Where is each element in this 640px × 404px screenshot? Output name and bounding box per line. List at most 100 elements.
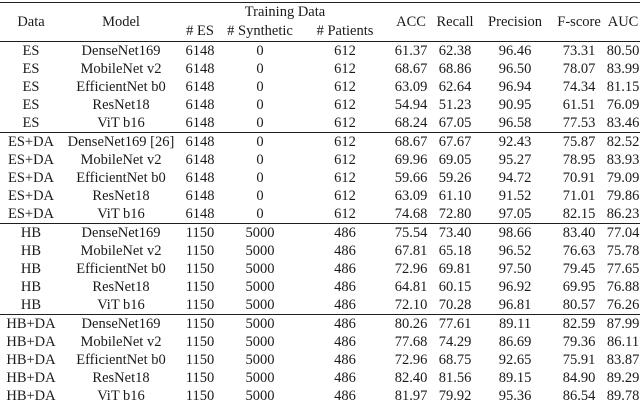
cell-data: HB — [20, 297, 42, 313]
cell-auc: 83.46 — [606, 115, 640, 131]
cell-num_patients: 612 — [334, 61, 356, 77]
table-row: ES EfficientNet b0 6148 0 612 63.09 62.64 96.94… — [0, 78, 640, 96]
cell-model: DenseNet169 — [81, 225, 161, 241]
cell-acc: 63.09 — [394, 188, 428, 204]
cell-precision: 98.66 — [498, 225, 532, 241]
cell-acc: 80.26 — [394, 316, 428, 332]
table-row: ES+DA ViT b16 6148 0 612 74.68 72.80 97.05 82.15… — [0, 205, 640, 224]
cell-num_synthetic: 5000 — [245, 279, 275, 295]
cell-precision: 95.27 — [498, 152, 532, 168]
cell-recall: 65.18 — [438, 243, 472, 259]
cell-acc: 82.40 — [394, 370, 428, 386]
cell-num_patients: 486 — [334, 279, 356, 295]
cell-num_synthetic: 5000 — [245, 297, 275, 313]
cell-acc: 72.10 — [394, 297, 428, 313]
cell-num_patients: 612 — [334, 188, 356, 204]
cell-auc: 89.29 — [606, 370, 640, 386]
cell-fscore: 80.57 — [562, 297, 596, 313]
cell-auc: 76.09 — [606, 97, 640, 113]
cell-data: ES — [22, 61, 40, 77]
cell-num_synthetic: 0 — [256, 97, 264, 113]
cell-num_es: 6148 — [185, 206, 215, 222]
cell-model: ResNet18 — [92, 370, 150, 386]
cell-recall: 61.10 — [438, 188, 472, 204]
cell-num_patients: 612 — [334, 43, 356, 59]
cell-num_es: 6148 — [185, 79, 215, 95]
cell-num_es: 1150 — [185, 388, 215, 404]
cell-num_synthetic: 5000 — [245, 225, 275, 241]
cell-num_patients: 486 — [334, 334, 356, 350]
cell-recall: 72.80 — [438, 206, 472, 222]
cell-num_patients: 612 — [334, 170, 356, 186]
cell-acc: 64.81 — [394, 279, 428, 295]
cell-fscore: 70.91 — [562, 170, 596, 186]
cell-num_es: 6148 — [185, 97, 215, 113]
cell-acc: 69.96 — [394, 152, 428, 168]
cell-num_patients: 612 — [334, 97, 356, 113]
cell-precision: 96.92 — [498, 279, 532, 295]
table-row: HB+DA ResNet18 1150 5000 486 82.40 81.56 89.15 8… — [0, 369, 640, 387]
cell-auc: 76.26 — [606, 297, 640, 313]
cell-num_synthetic: 0 — [256, 43, 264, 59]
table-row: ES+DA DenseNet169 [26] 6148 0 612 68.67 67.67 9… — [0, 133, 640, 152]
cell-recall: 74.29 — [438, 334, 472, 350]
cell-precision: 96.46 — [498, 43, 532, 59]
cell-data: HB — [20, 261, 42, 277]
cell-num_synthetic: 5000 — [245, 352, 275, 368]
cell-num_es: 1150 — [185, 316, 215, 332]
cell-num_patients: 486 — [334, 370, 356, 386]
cell-num_synthetic: 5000 — [245, 388, 275, 404]
cell-num_synthetic: 5000 — [245, 370, 275, 386]
cell-fscore: 82.15 — [562, 206, 596, 222]
cell-data: HB — [20, 279, 42, 295]
cell-num_es: 6148 — [185, 152, 215, 168]
cell-model: ViT b16 — [97, 115, 145, 131]
cell-model: MobileNet v2 — [80, 61, 162, 77]
cell-recall: 79.92 — [438, 388, 472, 404]
table-row: HB EfficientNet b0 1150 5000 486 72.96 69.81 97… — [0, 260, 640, 278]
header-num-synthetic: # Synthetic — [227, 23, 293, 39]
cell-precision: 96.52 — [498, 243, 532, 259]
cell-precision: 94.72 — [498, 170, 532, 186]
cell-fscore: 75.91 — [562, 352, 596, 368]
cell-auc: 86.11 — [606, 334, 640, 350]
cell-num_es: 1150 — [185, 297, 215, 313]
cell-num_patients: 612 — [334, 152, 356, 168]
cell-precision: 89.11 — [498, 316, 532, 332]
table-row: ES+DA MobileNet v2 6148 0 612 69.96 69.05 95.27… — [0, 151, 640, 169]
cell-model: MobileNet v2 — [80, 334, 162, 350]
cell-fscore: 82.59 — [562, 316, 596, 332]
cell-acc: 74.68 — [394, 206, 428, 222]
cell-recall: 68.75 — [438, 352, 472, 368]
cell-precision: 86.69 — [498, 334, 532, 350]
cell-model: ViT b16 — [97, 388, 145, 404]
cell-recall: 68.86 — [438, 61, 472, 77]
cell-num_synthetic: 5000 — [245, 316, 275, 332]
cell-data: ES — [22, 97, 40, 113]
cell-recall: 81.56 — [438, 370, 472, 386]
group-es: ES DenseNet169 6148 0 612 61.37 62.38 96.46 73.3… — [0, 41, 640, 133]
table-row: ES DenseNet169 6148 0 612 61.37 62.38 96.46 73.3… — [0, 42, 640, 61]
table-row: HB MobileNet v2 1150 5000 486 67.81 65.18 96.52… — [0, 242, 640, 260]
cell-fscore: 75.87 — [562, 134, 596, 150]
table-row: ES ViT b16 6148 0 612 68.24 67.05 96.58 77.53 83.… — [0, 114, 640, 133]
cell-fscore: 74.34 — [562, 79, 596, 95]
cell-model: DenseNet169 — [81, 316, 161, 332]
cell-model: EfficientNet b0 — [76, 352, 166, 368]
cell-acc: 81.97 — [394, 388, 428, 404]
table-row: HB+DA ViT b16 1150 5000 486 81.97 79.92 95.36 86… — [0, 387, 640, 404]
cell-fscore: 79.36 — [562, 334, 596, 350]
cell-num_es: 6148 — [185, 170, 215, 186]
cell-fscore: 79.45 — [562, 261, 596, 277]
cell-recall: 67.05 — [438, 115, 472, 131]
cell-acc: 77.68 — [394, 334, 428, 350]
cell-data: ES — [22, 79, 40, 95]
table-row: HB ResNet18 1150 5000 486 64.81 60.15 96.92 69.9… — [0, 278, 640, 296]
table-row: ES MobileNet v2 6148 0 612 68.67 68.86 96.50 78.… — [0, 60, 640, 78]
cell-num_synthetic: 5000 — [245, 261, 275, 277]
cell-num_synthetic: 0 — [256, 206, 264, 222]
cell-recall: 51.23 — [438, 97, 472, 113]
cell-auc: 83.99 — [606, 61, 640, 77]
cell-fscore: 86.54 — [562, 388, 596, 404]
